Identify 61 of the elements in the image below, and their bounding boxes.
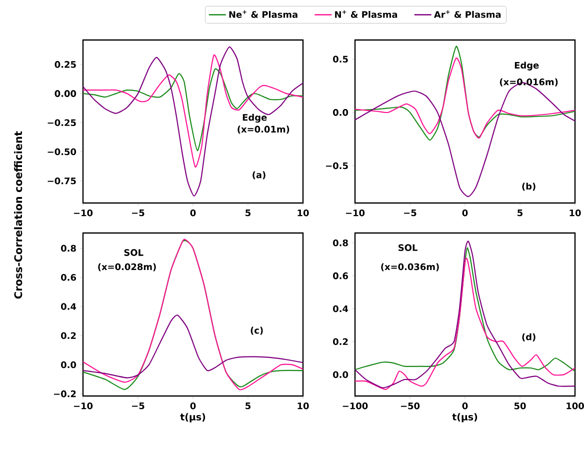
x-tick-label: −10 bbox=[74, 402, 93, 410]
x-tick-label: 0 bbox=[462, 210, 468, 216]
x-tick-label: −100 bbox=[342, 402, 368, 410]
x-tick-label: 5 bbox=[246, 210, 250, 216]
annotation: (a) bbox=[252, 171, 266, 180]
x-tick-label: 0 bbox=[190, 402, 196, 410]
annotation: Edge bbox=[242, 114, 267, 123]
x-tick-label: 100 bbox=[566, 402, 584, 410]
line-series bbox=[83, 54, 303, 168]
y-tick-label: 0.6 bbox=[333, 272, 348, 280]
y-tick-label: 0.0 bbox=[61, 361, 76, 368]
x-tick-label: 0 bbox=[190, 210, 196, 216]
y-tick-label: 0.2 bbox=[61, 332, 76, 339]
y-tick-label: −0.25 bbox=[48, 119, 76, 126]
annotation: (x=0.036m) bbox=[381, 263, 439, 272]
y-axis-title: Cross-Correlation coefficient bbox=[14, 131, 22, 299]
line-series bbox=[83, 68, 303, 152]
x-tick-label: 10 bbox=[298, 402, 309, 410]
annotation: SOL bbox=[398, 244, 418, 252]
x-tick-label: −10 bbox=[74, 210, 93, 216]
y-tick-label: 0.8 bbox=[61, 244, 76, 252]
x-tick-label: 10 bbox=[570, 210, 581, 216]
annotation: (c) bbox=[250, 326, 263, 335]
annotation: (x=0.016m) bbox=[500, 78, 558, 86]
x-tick-label: −50 bbox=[400, 402, 420, 410]
x-tick-label: −5 bbox=[132, 402, 144, 410]
y-tick-label: 0.4 bbox=[61, 303, 76, 310]
x-tick-label: −5 bbox=[132, 210, 144, 216]
y-tick-label: 0.5 bbox=[333, 56, 348, 63]
line-series bbox=[83, 314, 303, 378]
y-tick-label: −0.2 bbox=[54, 390, 76, 398]
y-tick-label: 0.0 bbox=[333, 371, 348, 378]
annotation: (b) bbox=[522, 182, 536, 191]
legend-label: Ne$^{+}$ & Plasma bbox=[229, 10, 298, 18]
x-tick-label: 5 bbox=[518, 210, 522, 216]
annotation: (x=0.028m) bbox=[98, 263, 156, 272]
legend-label: N$^{+}$ & Plasma bbox=[335, 10, 398, 18]
x-tick-label: −5 bbox=[404, 210, 416, 216]
y-tick-label: 0.6 bbox=[61, 274, 76, 281]
annotation: SOL bbox=[124, 249, 144, 256]
x-tick-label: 5 bbox=[246, 402, 250, 410]
x-axis-title: t(μs) bbox=[452, 413, 478, 422]
annotation: (d) bbox=[522, 333, 536, 342]
y-tick-label: −0.5 bbox=[326, 162, 348, 170]
x-tick-label: 0 bbox=[462, 402, 468, 410]
annotation: (x=0.01m) bbox=[238, 126, 290, 134]
y-tick-label: −0.50 bbox=[48, 148, 76, 156]
legend-label: Ar$^{+}$ & Plasma bbox=[434, 10, 501, 18]
y-tick-label: 0.2 bbox=[333, 338, 348, 346]
x-tick-label: 10 bbox=[298, 210, 309, 216]
x-tick-label: −10 bbox=[346, 210, 365, 216]
y-tick-label: 0.0 bbox=[333, 109, 348, 116]
y-tick-label: −0.75 bbox=[48, 177, 76, 184]
x-axis-title: t(μs) bbox=[180, 413, 206, 422]
x-tick-label: 50 bbox=[514, 402, 526, 410]
y-tick-label: 0.00 bbox=[54, 90, 76, 97]
y-tick-label: 0.4 bbox=[333, 305, 348, 312]
y-tick-label: 0.8 bbox=[333, 239, 348, 246]
y-tick-label: 0.25 bbox=[54, 61, 76, 68]
line-series bbox=[83, 46, 303, 197]
annotation: Edge bbox=[514, 62, 539, 70]
